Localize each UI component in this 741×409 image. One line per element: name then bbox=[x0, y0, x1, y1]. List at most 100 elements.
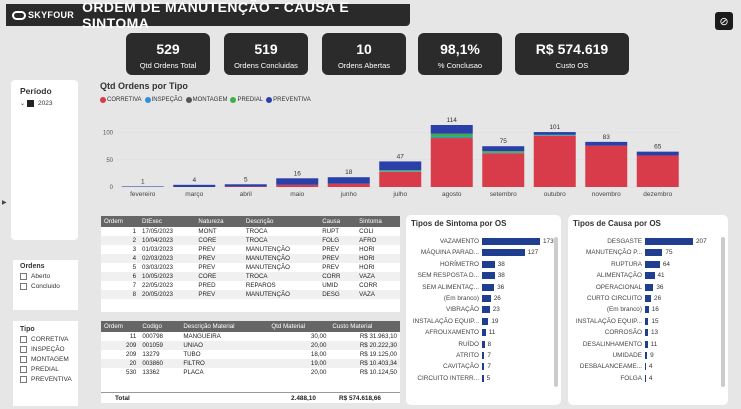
checkbox[interactable] bbox=[20, 273, 27, 280]
y-tick-label: 0 bbox=[110, 185, 114, 191]
column-header[interactable]: Codigo bbox=[139, 321, 181, 332]
column-header[interactable]: Ordem bbox=[101, 321, 140, 332]
checkbox[interactable] bbox=[20, 376, 27, 383]
legend-item[interactable]: INSPEÇÃO bbox=[144, 97, 183, 103]
bar-row[interactable]: INSTALAÇÃO EQUIP... 15 bbox=[568, 317, 723, 327]
table-row[interactable]: 8 20/05/2023 PREV MANUTENÇÃO DESG VAZA bbox=[101, 290, 400, 299]
bar bbox=[645, 238, 693, 245]
bar-value: 19 bbox=[491, 317, 499, 325]
more-options-icon[interactable]: ⊠ bbox=[393, 217, 399, 223]
kpi-custo: R$ 574.619 Custo OS bbox=[515, 33, 629, 75]
bar-row[interactable]: (Em branco) 26 bbox=[406, 294, 556, 304]
bar-row[interactable]: VAZAMENTO 173 bbox=[406, 237, 556, 247]
table-row[interactable]: 209 001059 UNIAO 20,00 R$ 20.222,30 bbox=[101, 341, 400, 350]
legend-label: MONTAGEM bbox=[192, 97, 228, 103]
bar-row[interactable]: CAVITAÇÃO 7 bbox=[406, 362, 556, 372]
checkbox[interactable] bbox=[20, 366, 27, 373]
clear-filters-icon[interactable]: ⊘ bbox=[715, 12, 733, 30]
table-cell: TROCA bbox=[242, 236, 320, 245]
bar-row[interactable]: MANUTENÇÃO P... 75 bbox=[568, 248, 723, 258]
bar-row[interactable]: CURTO CIRCUITO 26 bbox=[568, 294, 723, 304]
total-label: Total bbox=[115, 394, 130, 402]
more-options-icon[interactable]: ⊠ bbox=[393, 324, 399, 330]
bar-label: (Em branco) bbox=[443, 295, 479, 302]
table-row[interactable]: 2 10/04/2023 CORE TROCA FOLG AFRO bbox=[101, 236, 400, 245]
legend-item[interactable]: MONTAGEM bbox=[185, 97, 228, 103]
checkbox[interactable] bbox=[20, 283, 27, 290]
slicer-item-2023[interactable]: ⌄ 2023 bbox=[20, 100, 78, 107]
legend-label: PREVENTIVA bbox=[273, 97, 311, 103]
data-label: 18 bbox=[345, 169, 353, 176]
table-row[interactable]: 4 02/03/2023 PREV MANUTENÇÃO PREV HORI bbox=[101, 254, 400, 263]
tipo-option[interactable]: PREVENTIVA bbox=[20, 376, 78, 383]
bar-row[interactable]: FOLGA 4 bbox=[568, 374, 723, 384]
table-row[interactable]: 1 17/05/2023 MONT TROCA RUPT COLI bbox=[101, 227, 400, 236]
ordens-option[interactable]: Aberto bbox=[20, 273, 78, 280]
scrollbar[interactable] bbox=[554, 237, 558, 387]
table-row[interactable]: 20 003860 FILTRO 19,00 R$ 10.403,34 bbox=[101, 359, 400, 368]
bar-row[interactable]: AFROUXAMENTO 11 bbox=[406, 328, 556, 338]
column-header[interactable]: Descrição bbox=[242, 216, 320, 227]
table-cell: 22/05/2023 bbox=[142, 282, 173, 289]
bar-row[interactable]: ATRITO 7 bbox=[406, 351, 556, 361]
bar-row[interactable]: UMIDADE 9 bbox=[568, 351, 723, 361]
table-row[interactable]: 3 01/03/2023 PREV MANUTENÇÃO PREV HORI bbox=[101, 245, 400, 254]
table-row[interactable]: 209 13279 TUBO 18,00 R$ 19.125,00 bbox=[101, 350, 400, 359]
bar-row[interactable]: RUPTURA 64 bbox=[568, 260, 723, 270]
table-cell: R$ 10.403,34 bbox=[329, 359, 400, 368]
bar-value: 11 bbox=[650, 340, 658, 348]
tipo-option[interactable]: CORRETIVA bbox=[20, 336, 78, 343]
bar-row[interactable]: MÁQUINA PARAD... 127 bbox=[406, 248, 556, 258]
bar-row[interactable]: CORROSÃO 13 bbox=[568, 328, 723, 338]
bar-row[interactable]: DESGASTE 207 bbox=[568, 237, 723, 247]
column-header[interactable]: Natureza bbox=[195, 216, 243, 227]
tipo-option[interactable]: INSPEÇÃO bbox=[20, 346, 78, 353]
checkbox[interactable] bbox=[20, 336, 27, 343]
checkbox[interactable] bbox=[20, 346, 27, 353]
bar-label: CAVITAÇÃO bbox=[443, 363, 479, 371]
column-header[interactable]: Descrição Material bbox=[180, 321, 269, 332]
bar-row[interactable]: VIBRAÇÃO 23 bbox=[406, 305, 556, 315]
column-header[interactable]: Causa bbox=[319, 216, 357, 227]
table-cell: UMID bbox=[322, 282, 339, 289]
data-label: 75 bbox=[500, 138, 508, 145]
bar-segment bbox=[276, 184, 319, 187]
table-row[interactable]: 11 000798 MANGUEIRA 30,00 R$ 31.963,10 bbox=[101, 332, 400, 341]
bar-row[interactable]: ALIMENTAÇÃO 41 bbox=[568, 271, 723, 281]
bar-row[interactable]: RUÍDO 8 bbox=[406, 340, 556, 350]
bar-row[interactable]: (Em branco) 16 bbox=[568, 305, 723, 315]
y-tick-label: 50 bbox=[106, 158, 113, 164]
checkbox[interactable] bbox=[20, 356, 27, 363]
bar-row[interactable]: DESBALANCEAME... 4 bbox=[568, 362, 723, 372]
checkbox-2023[interactable] bbox=[27, 100, 35, 107]
bar-row[interactable]: CIRCUITO INTERR... 5 bbox=[406, 374, 556, 384]
bar-row[interactable]: SEM RESPOSTA D... 38 bbox=[406, 271, 556, 281]
column-header[interactable]: Custo Material bbox=[329, 321, 400, 332]
legend-item[interactable]: PREVENTIVA bbox=[266, 97, 311, 103]
ordens-option[interactable]: Concluido bbox=[20, 283, 78, 290]
bar-row[interactable]: DESALINHAMENTO 11 bbox=[568, 340, 723, 350]
panel-expand-icon[interactable]: ▶ bbox=[2, 200, 7, 206]
bar-row[interactable]: SEM ALIMENTAÇ... 36 bbox=[406, 283, 556, 293]
table-row[interactable]: 5 03/03/2023 PREV MANUTENÇÃO PREV HORI bbox=[101, 263, 400, 272]
legend-item[interactable]: PREDIAL bbox=[230, 97, 263, 103]
table-cell: R$ 31.963,10 bbox=[359, 333, 397, 340]
bar-row[interactable]: OPERACIONAL 36 bbox=[568, 283, 723, 293]
table-row[interactable]: 7 22/05/2023 PRED REPAROS UMID CORR bbox=[101, 281, 400, 290]
tipo-option[interactable]: MONTAGEM bbox=[20, 356, 78, 363]
legend-item[interactable]: CORRETIVA bbox=[100, 97, 142, 103]
bar-row[interactable]: HORÍMETRO 38 bbox=[406, 260, 556, 270]
table-row[interactable]: 530 13362 PLACA 20,00 R$ 10.124,50 bbox=[101, 368, 400, 377]
bar-row[interactable]: INSTALAÇÃO EQUIP... 19 bbox=[406, 317, 556, 327]
column-header[interactable]: DtExec bbox=[139, 216, 196, 227]
bar-value: 4 bbox=[648, 374, 653, 382]
column-header[interactable]: Sintoma bbox=[356, 216, 400, 227]
bar-value: 173 bbox=[543, 238, 554, 245]
table-row[interactable]: 6 10/05/2023 CORE TROCA CORR VAZA bbox=[101, 272, 400, 281]
scrollbar[interactable] bbox=[721, 237, 725, 387]
tipo-option[interactable]: PREDIAL bbox=[20, 366, 78, 373]
column-header[interactable]: Ordem bbox=[101, 216, 140, 227]
bar bbox=[645, 295, 652, 302]
bar-segment bbox=[636, 151, 679, 156]
column-header[interactable]: Qtd Material bbox=[268, 321, 330, 332]
